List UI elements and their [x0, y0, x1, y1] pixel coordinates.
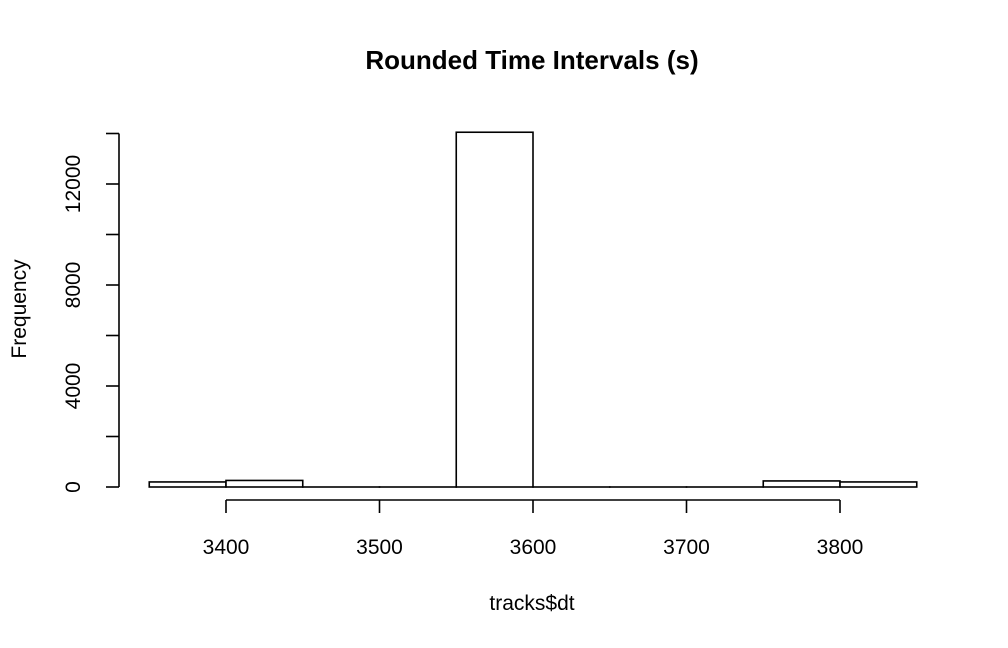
x-tick-label: 3600 [510, 536, 557, 559]
y-tick-label: 0 [62, 481, 85, 493]
histogram-bar [839, 481, 918, 488]
x-tick-label: 3400 [203, 536, 250, 559]
y-tick-label: 12000 [62, 155, 85, 213]
histogram-bar [148, 481, 227, 488]
x-tick-label: 3800 [817, 536, 864, 559]
chart-title: Rounded Time Intervals (s) [365, 45, 698, 75]
histogram-bar [762, 480, 841, 488]
histogram-bar [455, 131, 534, 488]
x-tick-label: 3500 [356, 536, 403, 559]
histogram-bar [225, 479, 304, 488]
y-tick-label: 8000 [62, 262, 85, 309]
x-axis-label: tracks$dt [489, 592, 574, 615]
bars-group [148, 131, 918, 488]
y-tick-label: 4000 [62, 363, 85, 410]
y-axis-label: Frequency [8, 259, 31, 359]
x-axis: 3400 3500 3600 3700 3800 [203, 499, 864, 559]
y-axis: 0 4000 8000 12000 [62, 132, 120, 493]
x-tick-label: 3700 [663, 536, 710, 559]
